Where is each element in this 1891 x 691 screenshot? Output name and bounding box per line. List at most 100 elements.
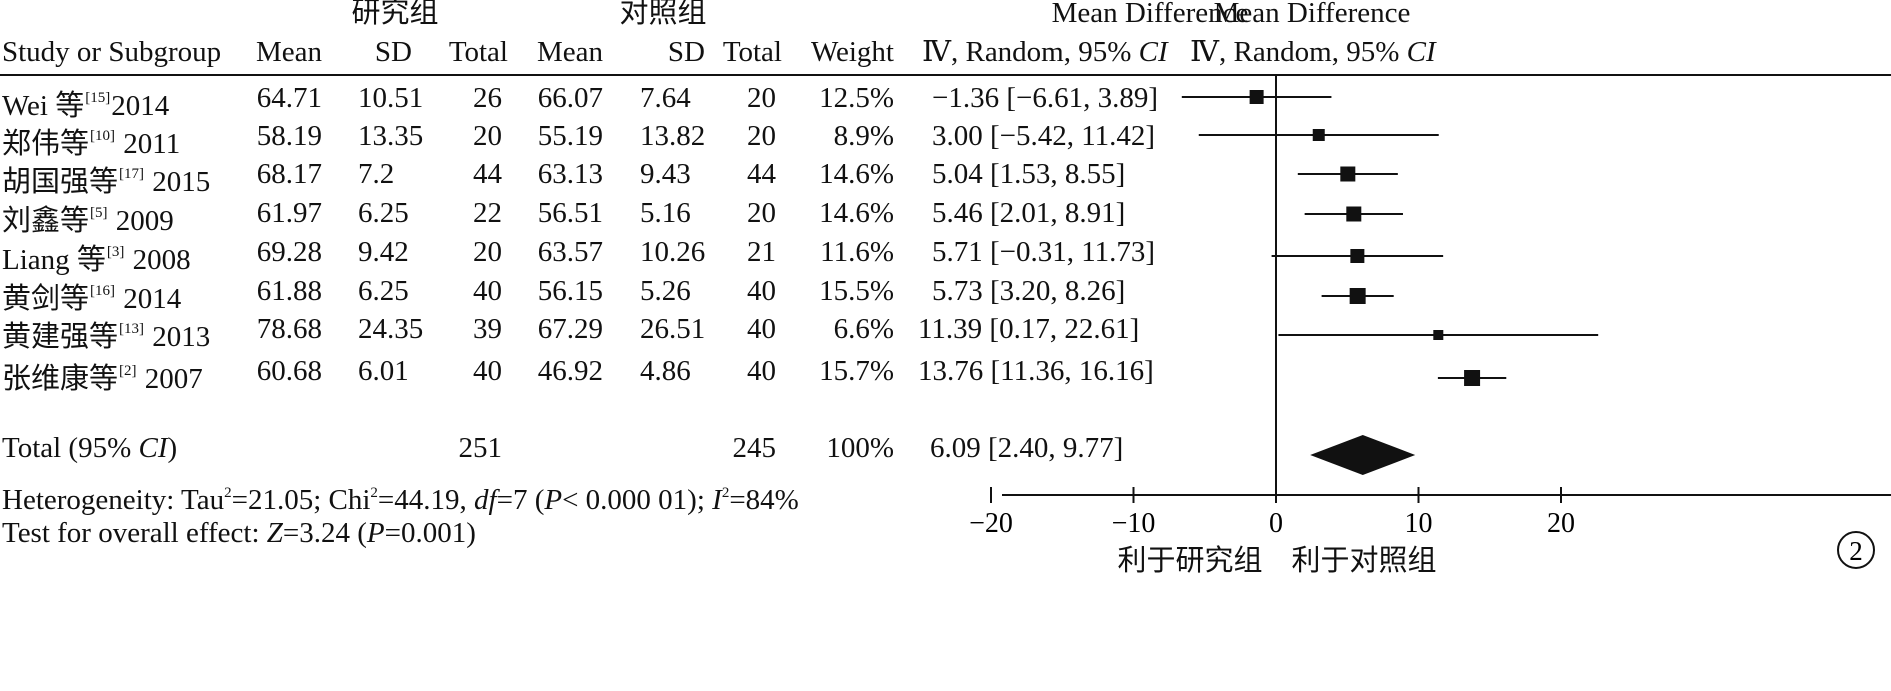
cell-sd1: 6.01 bbox=[358, 355, 409, 387]
overall-effect-line: Test for overall effect: Z=3.24 (P=0.001… bbox=[2, 517, 476, 549]
cell-md: 5.73 [3.20, 8.26] bbox=[932, 275, 1126, 307]
cell-total2: 44 bbox=[747, 158, 776, 190]
cell-total1: 20 bbox=[473, 120, 502, 152]
cell-md: 5.04 [1.53, 8.55] bbox=[932, 158, 1126, 190]
cell-mean1: 61.97 bbox=[256, 197, 322, 229]
cell-mean2: 46.92 bbox=[537, 355, 603, 387]
study-name: 郑伟等[10] 2011 bbox=[2, 128, 181, 160]
x-tick-label: 20 bbox=[1547, 508, 1575, 539]
study-col-header: Study or Subgroup bbox=[2, 36, 222, 68]
cell-total2: 40 bbox=[747, 313, 776, 345]
study-marker bbox=[1350, 249, 1365, 263]
cell-total1: 39 bbox=[473, 313, 502, 345]
cell-total1: 22 bbox=[473, 197, 502, 229]
cell-mean1: 64.71 bbox=[256, 82, 322, 114]
md-plot-title: Mean Difference bbox=[1213, 0, 1411, 29]
study-name: 黄建强等[13] 2013 bbox=[2, 321, 211, 353]
cell-sd2: 7.64 bbox=[640, 82, 691, 114]
study-name: Wei 等[15]2014 bbox=[2, 90, 170, 122]
cell-md: 13.76 [11.36, 16.16] bbox=[918, 355, 1154, 387]
study-marker bbox=[1349, 288, 1366, 304]
cell-mean2: 63.57 bbox=[537, 236, 603, 268]
cell-weight: 11.6% bbox=[820, 236, 894, 268]
cell-sd1: 6.25 bbox=[358, 197, 409, 229]
total-weight: 100% bbox=[826, 432, 894, 464]
overall-diamond bbox=[1310, 435, 1416, 475]
cell-weight: 14.6% bbox=[819, 197, 894, 229]
cell-mean1: 68.17 bbox=[256, 158, 322, 190]
cell-md: 11.39 [0.17, 22.61] bbox=[918, 313, 1140, 345]
cell-sd1: 7.2 bbox=[358, 158, 395, 190]
cell-total2: 20 bbox=[747, 82, 776, 114]
cell-md: 3.00 [−5.42, 11.42] bbox=[932, 120, 1156, 152]
cell-sd2: 26.51 bbox=[640, 313, 706, 345]
total-n1: 251 bbox=[458, 432, 503, 464]
x-tick-label: 10 bbox=[1405, 508, 1433, 539]
cell-mean2: 56.15 bbox=[537, 275, 603, 307]
cell-sd1: 9.42 bbox=[358, 236, 409, 268]
cell-weight: 15.5% bbox=[819, 275, 894, 307]
cell-sd2: 10.26 bbox=[640, 236, 706, 268]
study-marker bbox=[1249, 90, 1264, 104]
cell-total1: 40 bbox=[473, 355, 502, 387]
heterogeneity-line: Heterogeneity: Tau2=21.05; Chi2=44.19, d… bbox=[2, 484, 799, 516]
study-marker bbox=[1346, 206, 1362, 222]
cell-mean1: 61.88 bbox=[256, 275, 322, 307]
total-n2: 245 bbox=[732, 432, 777, 464]
md-title: Mean Difference bbox=[1051, 0, 1249, 29]
plot-method-header: Ⅳ, Random, 95% CI bbox=[1190, 36, 1436, 68]
x-tick-label: −20 bbox=[969, 508, 1013, 539]
group-header-control: 对照组 bbox=[619, 0, 707, 29]
cell-mean2: 67.29 bbox=[537, 313, 603, 345]
cell-total1: 20 bbox=[473, 236, 502, 268]
cell-weight: 8.9% bbox=[833, 120, 894, 152]
study-name: Liang 等[3] 2008 bbox=[2, 244, 191, 276]
cell-weight: 15.7% bbox=[819, 355, 894, 387]
cell-weight: 14.6% bbox=[819, 158, 894, 190]
header-rule bbox=[0, 74, 1891, 76]
cell-sd2: 9.43 bbox=[640, 158, 691, 190]
cell-mean1: 60.68 bbox=[256, 355, 322, 387]
group-header-research: 研究组 bbox=[351, 0, 439, 29]
cell-sd1: 6.25 bbox=[358, 275, 409, 307]
total-label: Total (95% CI) bbox=[2, 432, 178, 464]
cell-sd2: 13.82 bbox=[640, 120, 706, 152]
cell-total2: 40 bbox=[747, 275, 776, 307]
cell-weight: 6.6% bbox=[833, 313, 894, 345]
cell-mean1: 58.19 bbox=[256, 120, 322, 152]
study-name: 刘鑫等[5] 2009 bbox=[2, 205, 174, 237]
x-tick-label: −10 bbox=[1112, 508, 1156, 539]
mean1-header: Mean bbox=[255, 36, 322, 68]
cell-total2: 21 bbox=[747, 236, 776, 268]
cell-sd1: 24.35 bbox=[358, 313, 424, 345]
cell-sd2: 4.86 bbox=[640, 355, 691, 387]
cell-total2: 40 bbox=[747, 355, 776, 387]
favours-research-label: 利于研究组 bbox=[1117, 545, 1263, 577]
panel-label-circle bbox=[1837, 531, 1875, 569]
cell-total2: 20 bbox=[747, 197, 776, 229]
cell-mean1: 69.28 bbox=[256, 236, 322, 268]
study-marker bbox=[1340, 166, 1356, 182]
cell-weight: 12.5% bbox=[819, 82, 894, 114]
cell-sd1: 10.51 bbox=[358, 82, 424, 114]
cell-sd2: 5.16 bbox=[640, 197, 691, 229]
cell-mean1: 78.68 bbox=[256, 313, 322, 345]
weight-header: Weight bbox=[810, 36, 894, 68]
study-marker bbox=[1312, 129, 1325, 141]
study-marker bbox=[1433, 330, 1444, 340]
sd1-header: SD bbox=[374, 36, 412, 68]
study-marker bbox=[1464, 370, 1481, 386]
mean2-header: Mean bbox=[536, 36, 603, 68]
cell-total2: 20 bbox=[747, 120, 776, 152]
study-name: 胡国强等[17] 2015 bbox=[2, 166, 211, 198]
cell-mean2: 56.51 bbox=[537, 197, 603, 229]
study-name: 黄剑等[16] 2014 bbox=[2, 283, 182, 315]
cell-md: 5.46 [2.01, 8.91] bbox=[932, 197, 1126, 229]
cell-total1: 26 bbox=[473, 82, 502, 114]
sd2-header: SD bbox=[667, 36, 705, 68]
x-tick-label: 0 bbox=[1269, 508, 1283, 539]
cell-md: −1.36 [−6.61, 3.89] bbox=[932, 82, 1159, 114]
favours-control-label: 利于对照组 bbox=[1291, 545, 1437, 577]
cell-total1: 40 bbox=[473, 275, 502, 307]
